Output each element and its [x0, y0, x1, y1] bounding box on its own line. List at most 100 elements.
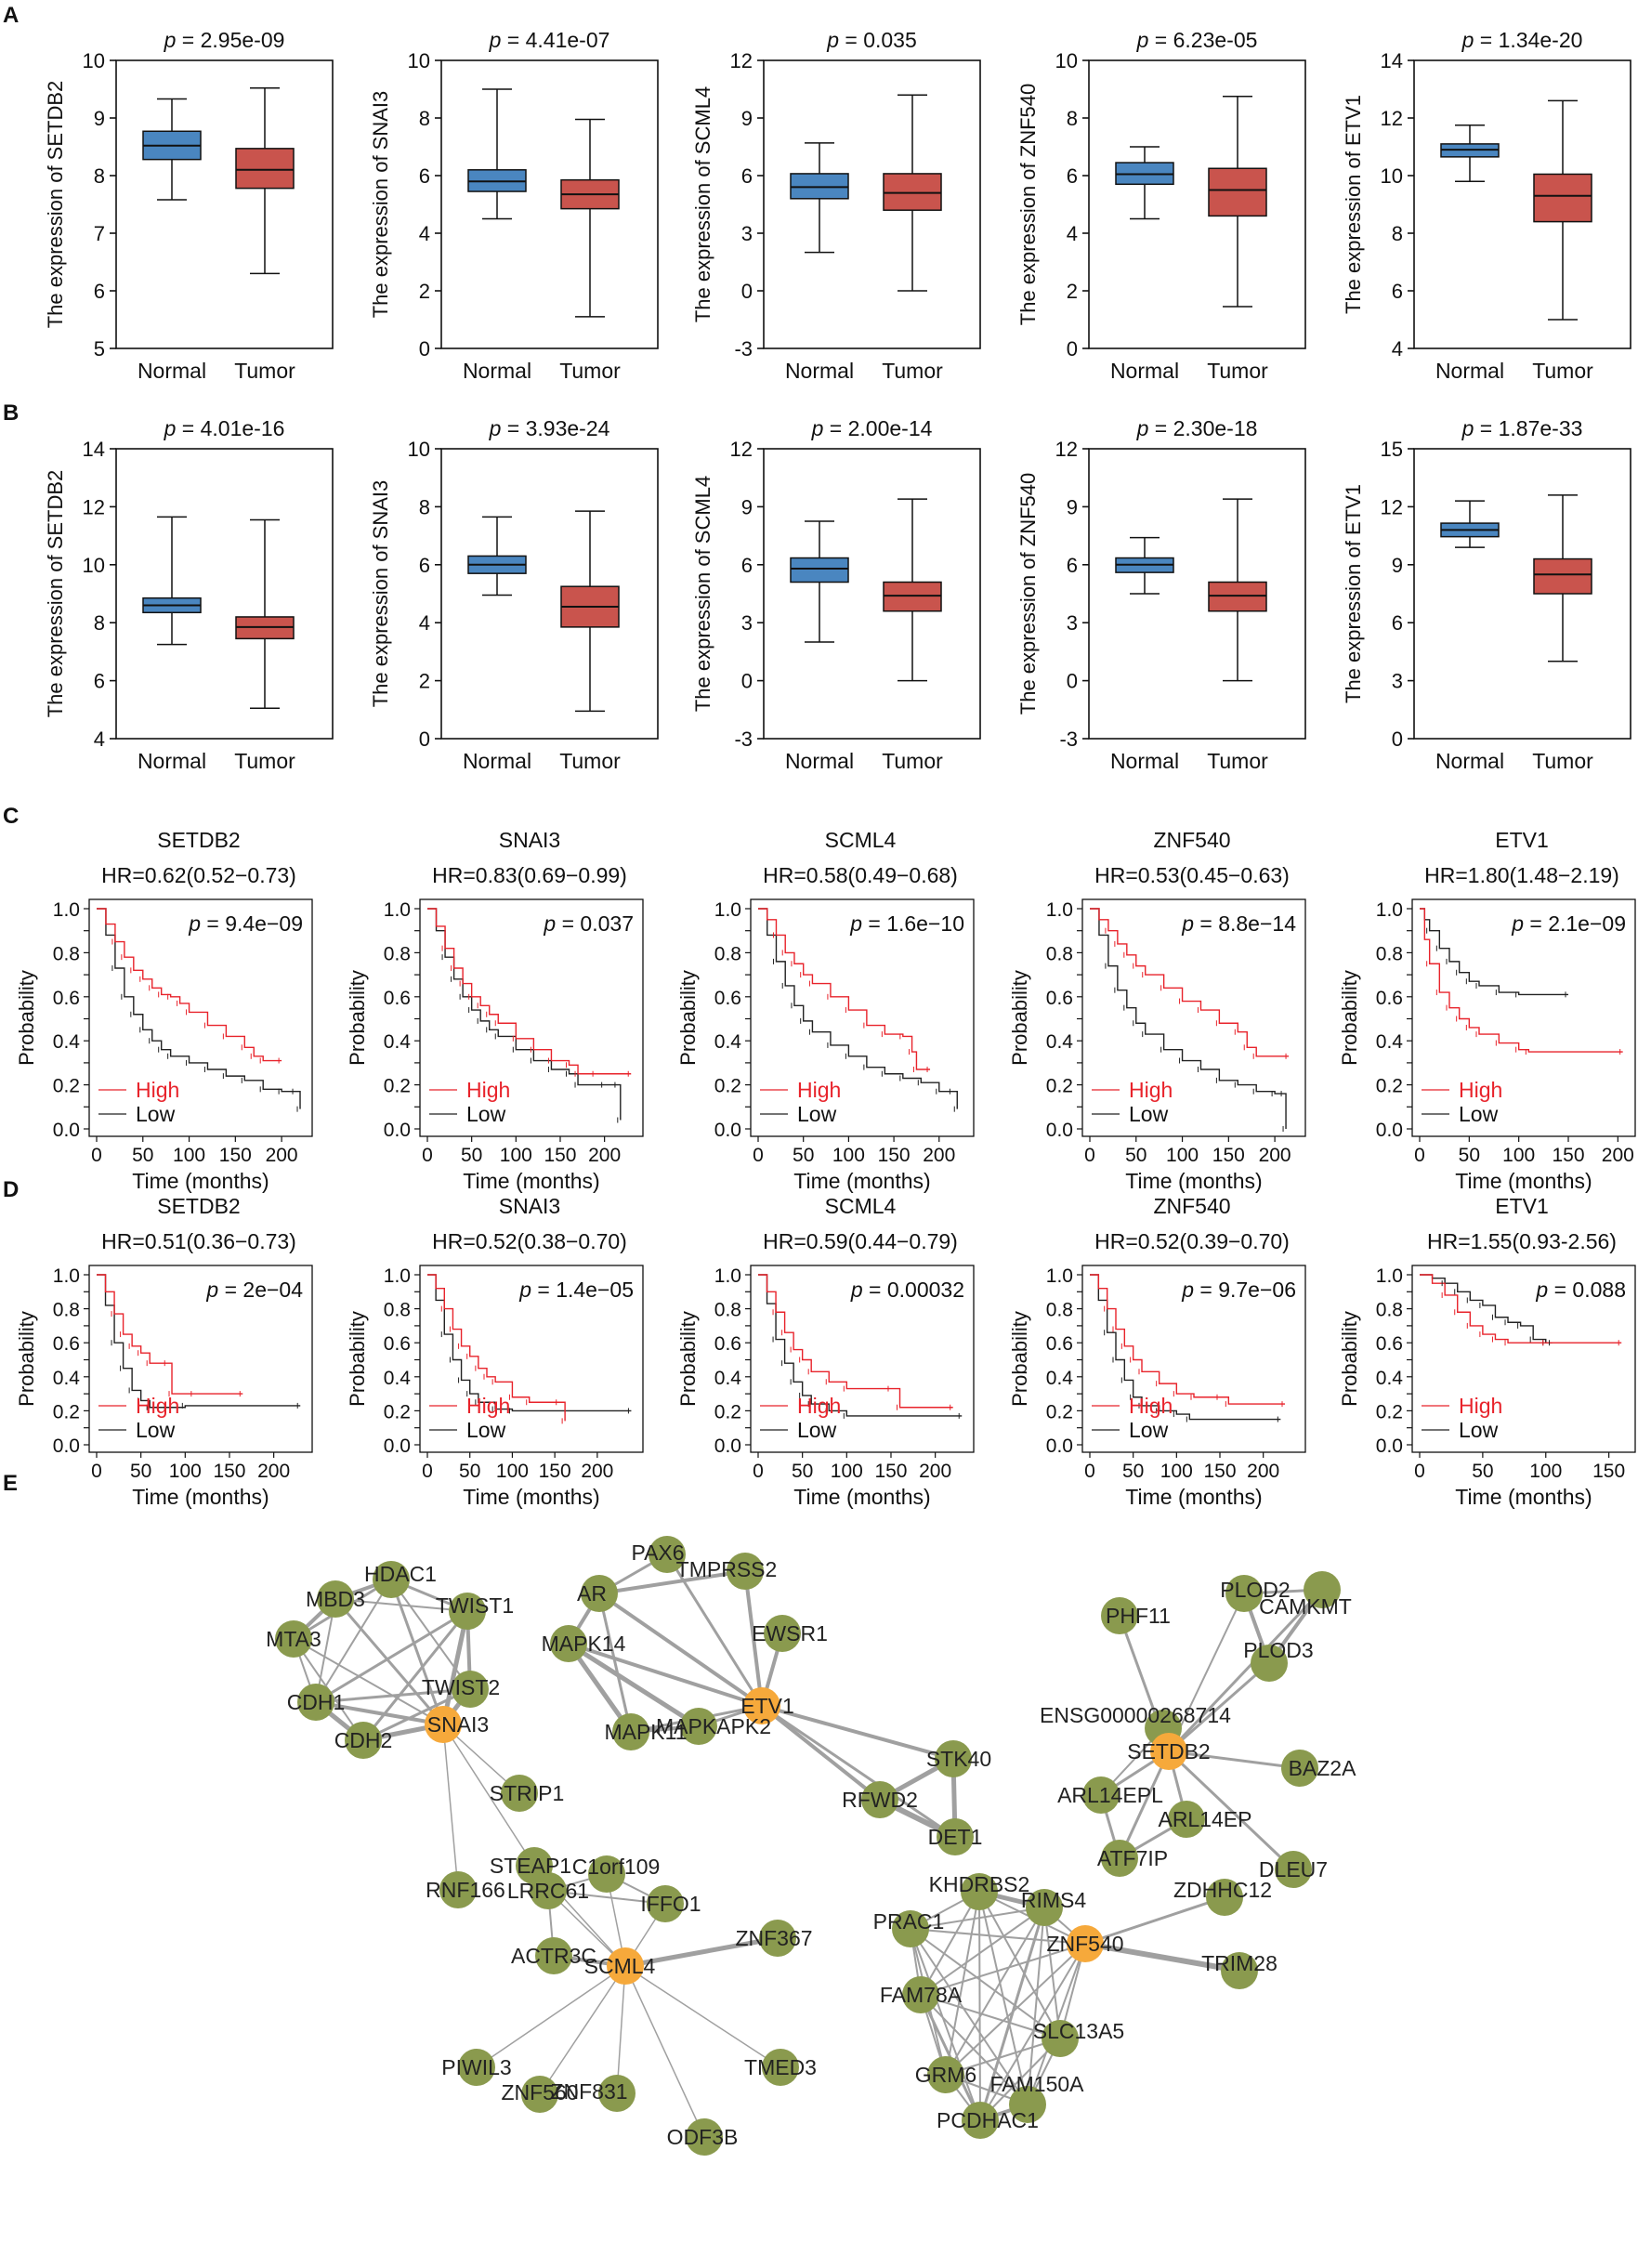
km-curve-high [1420, 1274, 1622, 1344]
y-tick-label: 0 [419, 337, 430, 361]
y-tick-label: 1.0 [714, 899, 741, 921]
p-value: p = 0.088 [1535, 1278, 1626, 1302]
hazard-ratio: HR=0.83(0.69−0.99) [432, 863, 627, 887]
plot-frame [115, 448, 334, 740]
node-label: RFWD2 [842, 1788, 918, 1812]
gene-title: SETDB2 [157, 828, 240, 852]
x-axis-label: Time (months) [793, 1169, 930, 1193]
y-tick-label: 12 [1381, 495, 1403, 518]
network-node [1082, 1776, 1120, 1814]
y-tick-label: 9 [1392, 554, 1403, 577]
gene-title: SETDB2 [157, 1194, 240, 1218]
y-tick-label: 6 [741, 554, 753, 577]
network-edge [920, 1891, 980, 1996]
y-axis-label: Probability [1338, 1311, 1361, 1407]
legend-low: Low [797, 1102, 837, 1126]
y-tick-label: 0.6 [384, 988, 411, 1009]
km-curve-low [427, 908, 622, 1121]
network-edge [760, 1704, 882, 1802]
km-curve-low [1090, 908, 1287, 1129]
legend-low: Low [1459, 1418, 1499, 1442]
x-axis-label: Time (months) [793, 1485, 930, 1509]
y-tick-label: 9 [94, 107, 105, 130]
y-axis-label: Probability [1008, 970, 1031, 1066]
x-category-label: Normal [785, 749, 854, 773]
x-tick-label: 0 [1084, 1145, 1095, 1166]
plot-frame [115, 59, 334, 349]
y-tick-label: 10 [408, 49, 430, 72]
node-label: DET1 [928, 1825, 983, 1849]
x-category-label: Normal [463, 359, 531, 383]
y-axis-label: The expression of ZNF540 [1016, 84, 1040, 325]
y-tick-label: -3 [1059, 728, 1078, 751]
hazard-ratio: HR=0.62(0.52−0.73) [101, 863, 296, 887]
network-edge [910, 1928, 1061, 2039]
hazard-ratio: HR=0.58(0.49−0.68) [763, 863, 958, 887]
y-tick-label: 3 [741, 611, 753, 635]
y-tick-label: 0.2 [384, 1401, 411, 1422]
y-tick-label: 0.6 [714, 1333, 741, 1355]
node-label: PRAC1 [873, 1909, 945, 1934]
network-edge [622, 1935, 780, 1969]
box-normal: Normal [785, 142, 854, 383]
box-tumor: Tumor [1532, 99, 1593, 383]
network-edge [293, 1638, 444, 1725]
node-label: PAX6 [631, 1540, 684, 1565]
network-edge [314, 1700, 445, 1726]
network-edge [476, 1965, 626, 2068]
boxplot-B-SETDB2: 4 6 8 10 12 14 The expression of SETDB2 p = 4.0… [44, 416, 334, 773]
y-tick-label: 6 [1392, 611, 1403, 635]
network-node [962, 2102, 999, 2139]
gene-title: ETV1 [1495, 1194, 1549, 1218]
km-curve-high [427, 1274, 566, 1422]
box-normal: Normal [1435, 500, 1504, 773]
node-label: TMPRSS2 [676, 1557, 778, 1581]
network-edge [442, 1724, 459, 1891]
network-node [1251, 1645, 1288, 1682]
y-tick-label: 1.0 [384, 899, 411, 921]
network-edge [616, 1965, 626, 2094]
node-label: CDH2 [334, 1728, 393, 1752]
x-tick-label: 100 [1166, 1145, 1199, 1166]
y-tick-label: 4 [94, 728, 105, 751]
node-label: ARL14EPL [1057, 1783, 1163, 1807]
panel-label: B [3, 400, 19, 426]
y-tick-label: 6 [419, 164, 430, 188]
y-tick-label: 2 [419, 670, 430, 693]
network-node [961, 1873, 998, 1910]
x-tick-label: 200 [588, 1145, 621, 1166]
boxplot-B-SNAI3: 0 2 4 6 8 10 The expression of SNAI3 p = 3.93e-… [369, 416, 659, 773]
node-label: PLOD3 [1243, 1638, 1313, 1662]
x-tick-label: 200 [266, 1145, 298, 1166]
plot-frame [1088, 448, 1306, 740]
box-normal: Normal [1110, 146, 1179, 383]
iqr-box [1533, 173, 1592, 223]
x-tick-label: 150 [213, 1461, 245, 1482]
p-value: p = 0.00032 [850, 1278, 964, 1302]
network-edge [314, 1609, 469, 1704]
x-axis-label: Time (months) [132, 1169, 269, 1193]
network-node [297, 1684, 334, 1721]
y-tick-label: 1.0 [53, 899, 80, 921]
legend-low: Low [1459, 1102, 1499, 1126]
y-tick-label: 10 [1055, 49, 1078, 72]
x-tick-label: 50 [1122, 1461, 1144, 1482]
network-node [680, 1708, 717, 1745]
network-edge [910, 1928, 1029, 2105]
network-node [1225, 1575, 1263, 1612]
x-tick-label: 50 [132, 1145, 153, 1166]
legend-high: High [136, 1078, 179, 1102]
x-tick-label: 50 [793, 1145, 814, 1166]
y-tick-label: 0.6 [1376, 988, 1403, 1009]
y-tick-label: 6 [419, 554, 430, 577]
y-tick-label: 1.0 [1376, 1265, 1403, 1287]
node-label: TWIST1 [436, 1593, 514, 1618]
y-tick-label: 0.2 [53, 1401, 80, 1422]
hub-node [607, 1947, 644, 1985]
node-label: STK40 [926, 1747, 991, 1771]
node-label: BAZ2A [1289, 1756, 1357, 1780]
plot-frame [440, 448, 659, 740]
network-node [759, 1920, 796, 1957]
km-curve-high [758, 1274, 953, 1409]
legend-high: High [1459, 1078, 1502, 1102]
